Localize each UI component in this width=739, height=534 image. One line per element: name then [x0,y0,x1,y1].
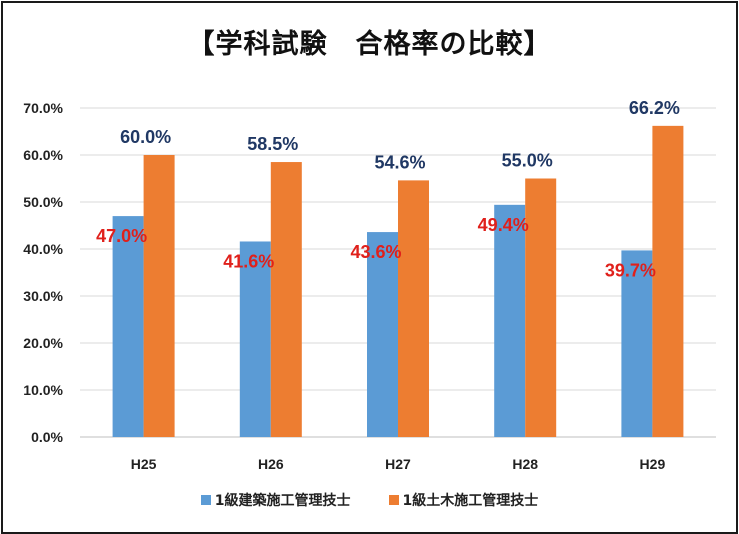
bar [239,241,271,437]
legend-swatch-series-1 [200,495,211,505]
y-tick-label: 30.0% [23,288,63,304]
bar [652,125,684,438]
data-label: 39.7% [605,260,656,280]
bar [621,250,653,437]
x-tick-label: H28 [512,456,538,472]
data-label: 47.0% [96,226,147,246]
data-label: 54.6% [374,152,425,172]
data-label: 60.0% [120,127,171,147]
bar [270,162,302,438]
data-label: 49.4% [478,215,529,235]
legend-label-series-1: 1級建築施工管理技士 [214,493,351,509]
data-label: 41.6% [223,251,274,271]
chart-title: 【学科試験 合格率の比較】 [187,29,552,60]
bar [367,232,398,437]
bar [398,180,429,437]
y-tick-label: 60.0% [23,147,63,163]
bar [143,155,175,437]
x-tick-label: H25 [131,456,157,472]
legend-item-series-2: 1級土木施工管理技士 [388,490,539,510]
legend-label-series-2: 1級土木施工管理技士 [402,493,539,509]
x-tick-label: H27 [385,456,411,472]
legend-swatch-series-2 [388,495,399,505]
data-label: 58.5% [247,134,298,154]
bar [494,204,526,437]
y-tick-label: 50.0% [23,194,63,210]
y-tick-label: 0.0% [31,429,63,445]
data-label: 55.0% [502,151,553,171]
y-tick-label: 20.0% [23,335,63,351]
legend-item-series-1: 1級建築施工管理技士 [200,490,351,510]
x-tick-label: H29 [640,456,666,472]
y-tick-label: 40.0% [23,241,63,257]
data-label: 43.6% [350,242,401,262]
y-tick-label: 70.0% [23,100,63,116]
data-label: 66.2% [629,98,680,118]
y-tick-label: 10.0% [23,382,63,398]
legend: 1級建築施工管理技士 1級土木施工管理技士 [0,490,739,510]
x-tick-label: H26 [258,456,284,472]
bar [525,178,557,437]
bar [112,216,144,437]
